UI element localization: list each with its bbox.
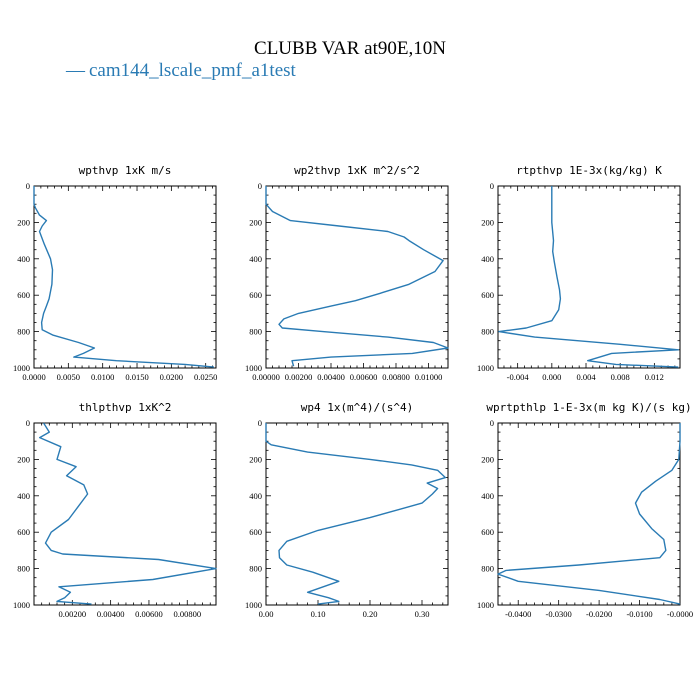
x-tick-label: -0.0200 bbox=[586, 609, 612, 619]
y-tick-label: 800 bbox=[481, 327, 494, 337]
y-tick-label: 200 bbox=[481, 454, 494, 464]
panel-title: rtpthvp 1E-3x(kg/kg) K bbox=[516, 164, 662, 177]
panel-title: thlpthvp 1xK^2 bbox=[79, 401, 172, 414]
y-tick-label: 600 bbox=[17, 290, 30, 300]
panel-3: rtpthvp 1E-3x(kg/kg) K 0 200 400 600 800 1000 -… bbox=[477, 164, 681, 382]
legend-line-marker: — bbox=[66, 60, 85, 81]
y-tick-label: 400 bbox=[17, 491, 30, 501]
x-tick-label: 0.20 bbox=[363, 609, 378, 619]
panel-title: wp4 1x(m^4)/(s^4) bbox=[301, 401, 414, 414]
x-tick-label: 0.000 bbox=[542, 372, 561, 382]
panel-title: wpthvp 1xK m/s bbox=[79, 164, 172, 177]
series-line bbox=[39, 422, 217, 605]
y-tick-label: 600 bbox=[17, 527, 30, 537]
x-tick-label: -0.004 bbox=[507, 372, 530, 382]
y-tick-label: 600 bbox=[249, 527, 262, 537]
series-line bbox=[498, 186, 679, 368]
y-tick-label: 600 bbox=[481, 527, 494, 537]
x-tick-label: -0.0300 bbox=[546, 609, 572, 619]
x-tick-label: 0.0200 bbox=[160, 372, 183, 382]
y-tick-label: 200 bbox=[249, 217, 262, 227]
x-tick-label: 0.00000 bbox=[252, 372, 280, 382]
plot-frame bbox=[265, 422, 449, 606]
y-tick-label: 800 bbox=[249, 564, 262, 574]
y-tick-label: 0 bbox=[26, 418, 30, 428]
plot-frame bbox=[497, 185, 681, 369]
y-tick-label: 1000 bbox=[13, 600, 30, 610]
y-tick-label: 200 bbox=[481, 217, 494, 227]
x-tick-label: 0.0100 bbox=[91, 372, 114, 382]
series-line bbox=[265, 423, 447, 605]
x-tick-label: 0.00600 bbox=[135, 609, 163, 619]
x-tick-label: 0.0250 bbox=[194, 372, 217, 382]
x-tick-label: 0.10 bbox=[311, 609, 326, 619]
y-tick-label: 1000 bbox=[13, 363, 30, 373]
y-tick-label: 0 bbox=[258, 418, 262, 428]
y-tick-label: 400 bbox=[249, 491, 262, 501]
y-tick-label: 1000 bbox=[477, 600, 494, 610]
panel-2: wp2thvp 1xK m^2/s^2020040060080010000.00… bbox=[245, 164, 449, 382]
x-tick-label: 0.012 bbox=[645, 372, 664, 382]
x-tick-label: -0.0400 bbox=[505, 609, 531, 619]
plot-frame bbox=[33, 422, 217, 606]
series-line bbox=[497, 423, 681, 605]
x-tick-label: 0.0050 bbox=[57, 372, 80, 382]
x-tick-label: 0.00800 bbox=[173, 609, 201, 619]
panel-4: thlpthvp 1xK^2 0 200 400 600 800 1000 0.00200 0.… bbox=[13, 401, 217, 619]
x-tick-label: 0.00800 bbox=[382, 372, 410, 382]
x-tick-label: 0.00200 bbox=[285, 372, 313, 382]
x-tick-label: 0.00400 bbox=[97, 609, 125, 619]
x-tick-label: 0.00 bbox=[259, 609, 274, 619]
y-tick-label: 800 bbox=[17, 327, 30, 337]
y-tick-label: 1000 bbox=[245, 600, 262, 610]
x-tick-label: -0.0100 bbox=[626, 609, 652, 619]
y-tick-label: 800 bbox=[17, 564, 30, 574]
series-line bbox=[265, 186, 449, 367]
figure-title: CLUBB VAR at90E,10N bbox=[254, 38, 446, 59]
y-tick-label: 1000 bbox=[245, 363, 262, 373]
y-tick-label: 600 bbox=[249, 290, 262, 300]
panel-title: wprtpthlp 1-E-3x(m kg K)/(s kg) bbox=[486, 401, 691, 414]
x-tick-label: 0.01000 bbox=[415, 372, 443, 382]
y-tick-label: 0 bbox=[26, 181, 30, 191]
y-tick-label: 400 bbox=[17, 254, 30, 264]
y-tick-label: 400 bbox=[481, 254, 494, 264]
panel-6: wprtpthlp 1-E-3x(m kg K)/(s kg) 0 200 400 60… bbox=[477, 401, 693, 619]
y-tick-label: 0 bbox=[490, 181, 494, 191]
y-tick-label: 600 bbox=[481, 290, 494, 300]
y-tick-label: 200 bbox=[17, 217, 30, 227]
x-tick-label: 0.00600 bbox=[350, 372, 378, 382]
y-tick-label: 200 bbox=[17, 454, 30, 464]
x-tick-label: -0.0000 bbox=[667, 609, 693, 619]
y-tick-label: 800 bbox=[481, 564, 494, 574]
y-tick-label: 400 bbox=[481, 491, 494, 501]
x-tick-label: 0.008 bbox=[611, 372, 630, 382]
x-tick-label: 0.00400 bbox=[317, 372, 345, 382]
series-line bbox=[33, 186, 214, 368]
y-tick-label: 0 bbox=[490, 418, 494, 428]
legend-label: cam144_lscale_pmf_a1test bbox=[89, 60, 296, 81]
panel-title: wp2thvp 1xK m^2/s^2 bbox=[294, 164, 420, 177]
plot-frame bbox=[497, 422, 681, 606]
y-tick-label: 400 bbox=[249, 254, 262, 264]
x-tick-label: 0.00200 bbox=[59, 609, 87, 619]
legend: — cam144_lscale_pmf_a1test bbox=[66, 60, 296, 82]
y-tick-label: 800 bbox=[249, 327, 262, 337]
x-tick-label: 0.0150 bbox=[125, 372, 148, 382]
x-tick-label: 0.004 bbox=[576, 372, 596, 382]
y-tick-label: 0 bbox=[258, 181, 262, 191]
x-tick-label: 0.30 bbox=[415, 609, 430, 619]
x-tick-label: 0.0000 bbox=[22, 372, 45, 382]
y-tick-label: 1000 bbox=[477, 363, 494, 373]
plot-frame bbox=[33, 185, 217, 369]
y-tick-label: 200 bbox=[249, 454, 262, 464]
